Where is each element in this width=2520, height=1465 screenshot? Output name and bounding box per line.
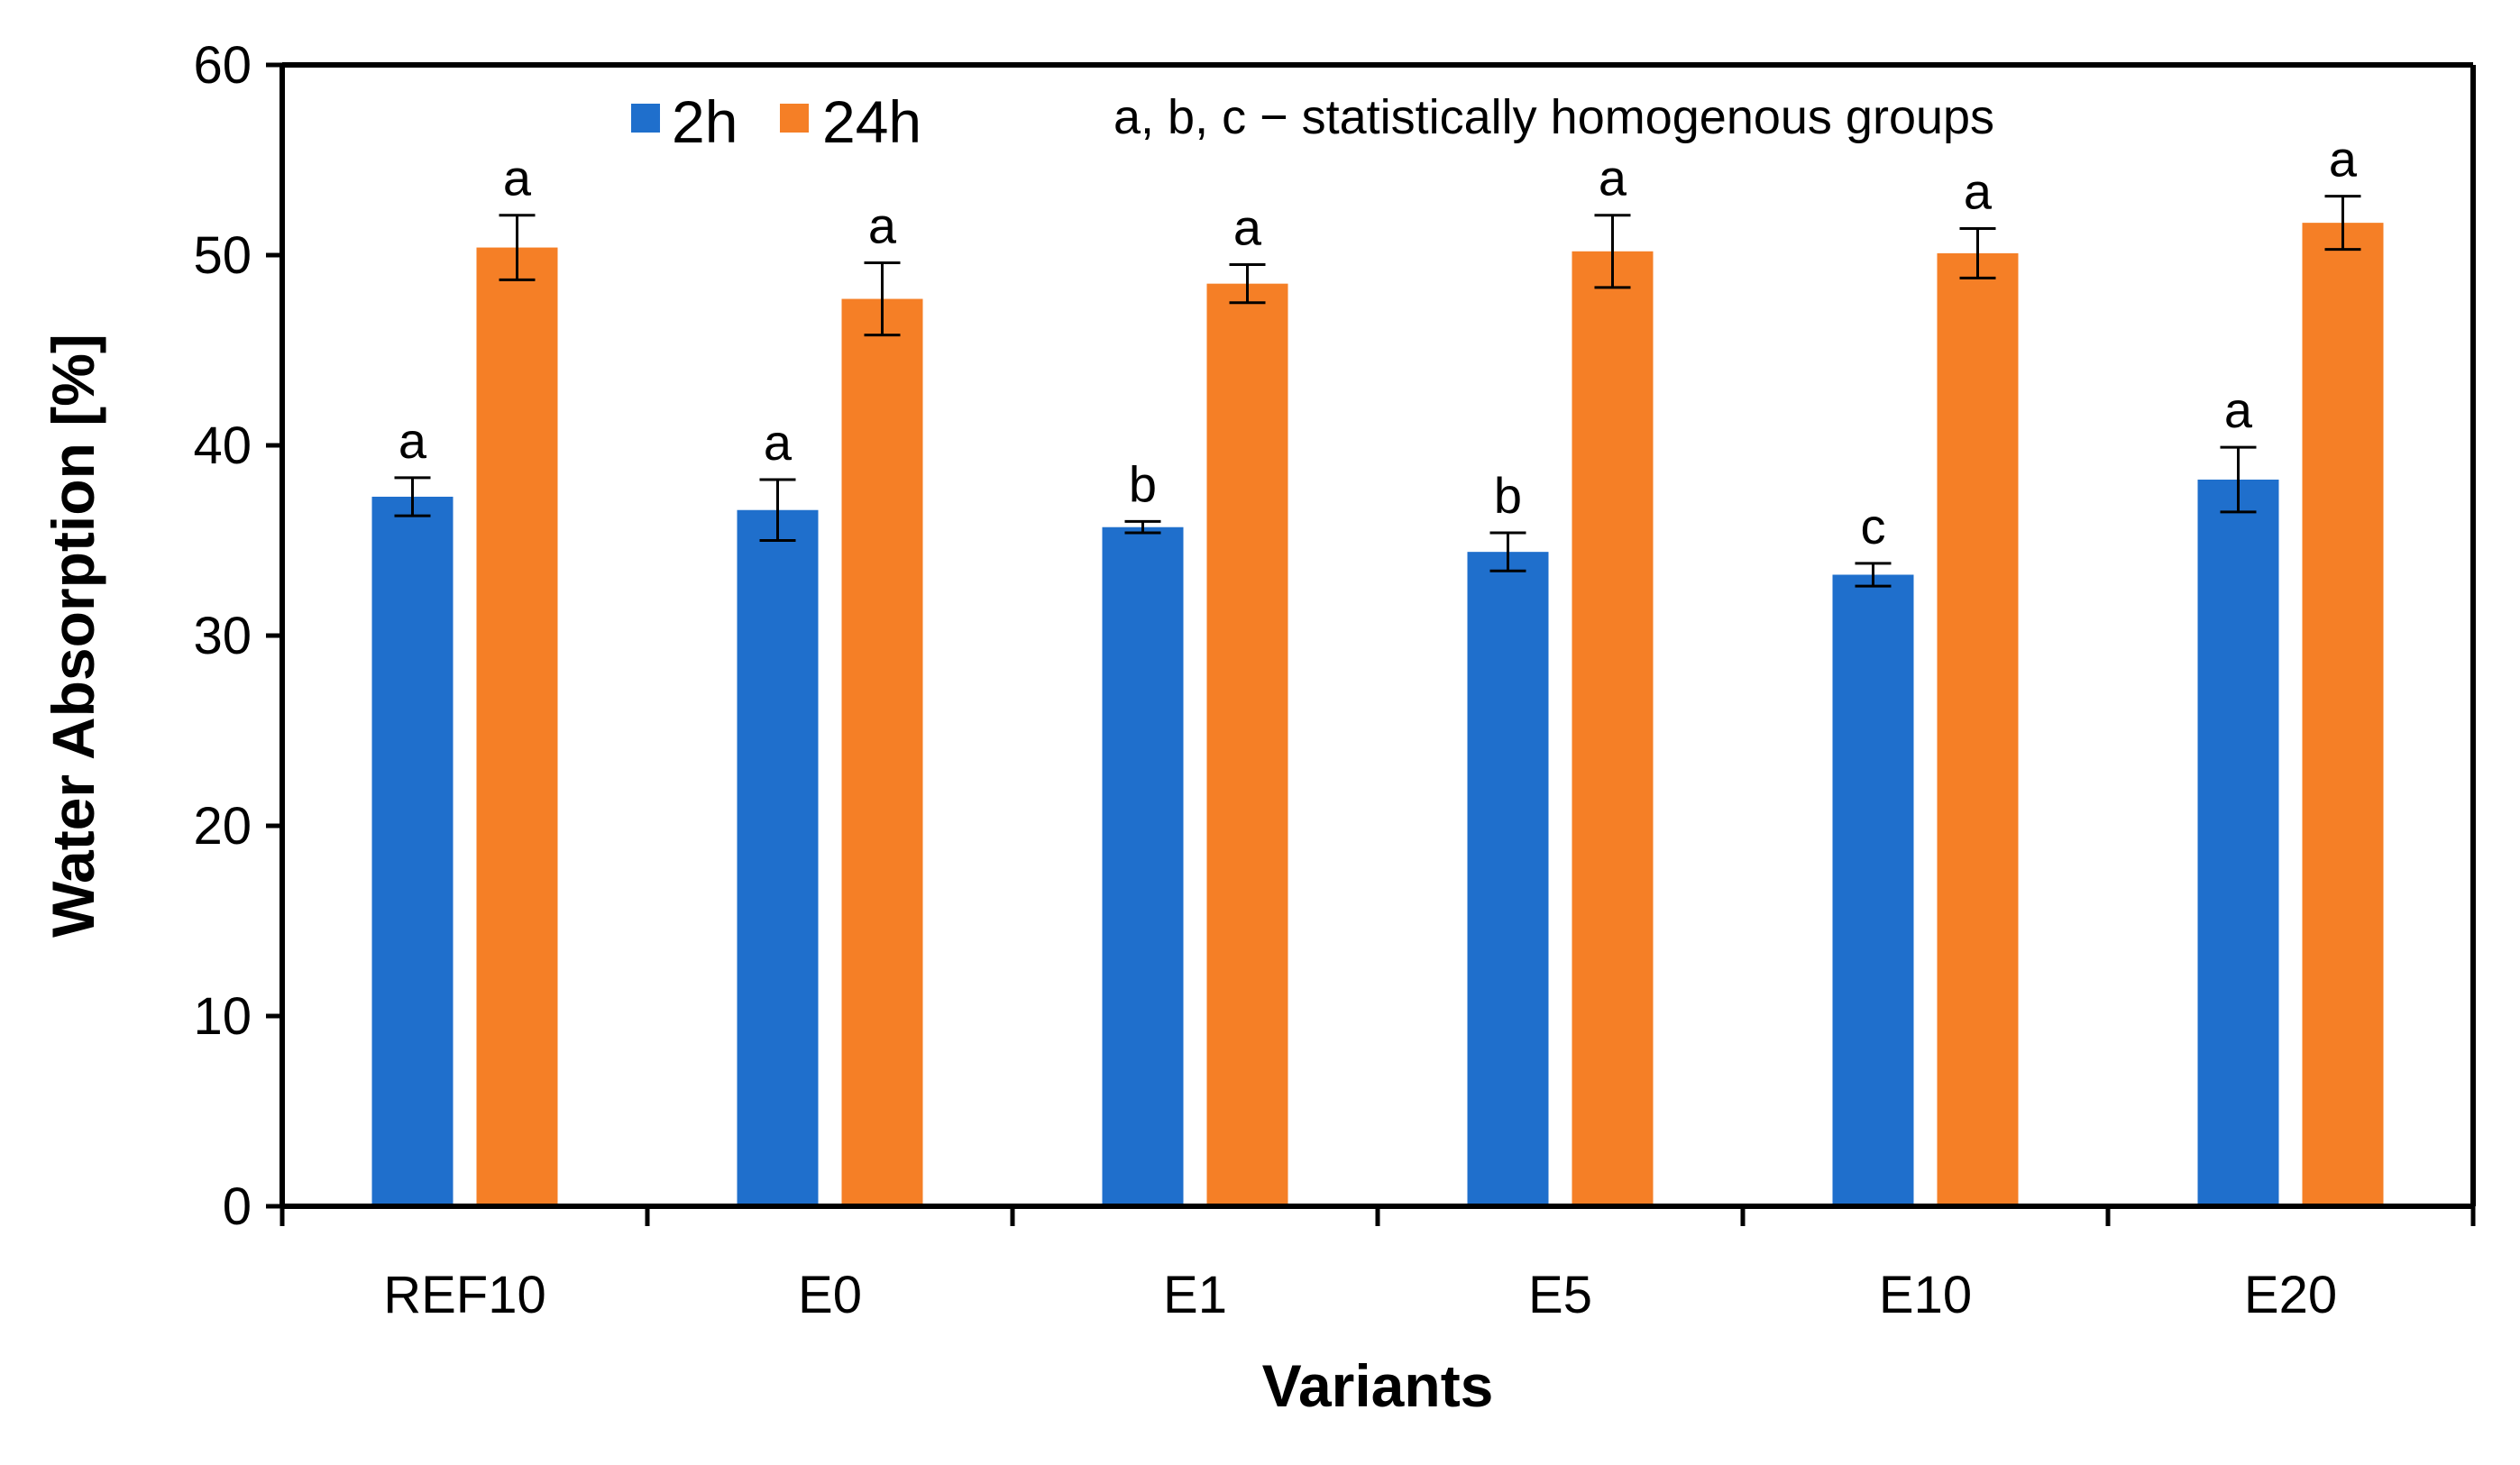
group-label-24h-E10: a [1964,162,1993,219]
group-label-24h-E20: a [2329,131,2358,188]
bar-24h-E5 [1572,251,1654,1206]
y-tick-label-20: 20 [193,797,252,856]
group-label-24h-E0: a [868,197,897,253]
error-bar-24h-E20 [2324,195,2361,252]
bar-2h-E1 [1102,526,1184,1206]
error-bar-2h-E10 [1855,562,1892,588]
y-tick-label-60: 60 [193,36,252,95]
group-label-24h-E1: a [1233,199,1262,256]
x-tick-label-E10: E10 [1879,1266,1972,1324]
group-label-2h-E10: c [1861,498,1886,554]
legend-label-2h: 2h [672,88,738,155]
y-tick-label-0: 0 [223,1177,252,1236]
x-tick-label-E0: E0 [798,1266,862,1324]
error-bar-24h-E10 [1959,226,1996,279]
y-tick-label-10: 10 [193,987,252,1046]
x-tick-label-E20: E20 [2244,1266,2337,1324]
bar-24h-E10 [1937,252,2019,1206]
bar-2h-E5 [1467,552,1549,1206]
group-label-2h-E0: a [764,414,793,471]
group-labels-layer: a a b b c a a a a a a a [399,131,2358,554]
annotation-text: a, b, c − statistically homogenous group… [1113,90,1994,144]
bar-2h-REF10 [371,496,454,1206]
legend-swatch-24h [780,104,809,133]
bar-24h-E20 [2302,223,2384,1206]
group-label-2h-E1: b [1129,455,1157,512]
error-bar-24h-E5 [1594,214,1631,289]
error-bar-2h-E0 [759,478,796,542]
error-bar-2h-E1 [1124,519,1161,535]
legend-swatch-2h [631,104,660,133]
x-tick-label-REF10: REF10 [383,1266,546,1324]
error-bar-24h-E0 [864,261,901,337]
bar-24h-E0 [841,298,923,1206]
legend: 2h 24h a, b, c − statistically homogenous … [631,88,1994,155]
y-tick-label-50: 50 [193,226,252,285]
group-label-2h-REF10: a [399,412,427,469]
error-bars-layer [394,195,2361,588]
bar-2h-E20 [2197,479,2279,1206]
legend-label-24h: 24h [822,88,921,155]
bar-2h-E10 [1832,574,1914,1206]
axes-layer: 0 10 20 30 40 50 60 REF10 E0 E1 E5 E10 E20 Variants Wa… [40,36,2476,1419]
bar-2h-E0 [737,509,819,1206]
error-bar-24h-REF10 [499,214,536,281]
group-label-24h-E5: a [1599,150,1627,206]
bar-24h-E1 [1206,283,1288,1206]
group-label-2h-E5: b [1494,467,1522,524]
error-bar-24h-E1 [1229,263,1266,305]
error-bar-2h-REF10 [394,476,431,517]
group-label-2h-E20: a [2224,381,2253,438]
x-tick-label-E5: E5 [1528,1266,1592,1324]
group-label-24h-REF10: a [503,150,532,206]
error-bar-2h-E20 [2220,445,2257,514]
y-tick-label-40: 40 [193,417,252,475]
y-tick-label-30: 30 [193,607,252,665]
bar-24h-REF10 [476,247,558,1206]
x-tick-label-E1: E1 [1163,1266,1227,1324]
y-axis-title: Water Absorption [%] [40,334,106,938]
bars-layer [371,223,2384,1206]
error-bar-2h-E5 [1489,531,1526,572]
x-axis-title: Variants [1262,1352,1494,1419]
